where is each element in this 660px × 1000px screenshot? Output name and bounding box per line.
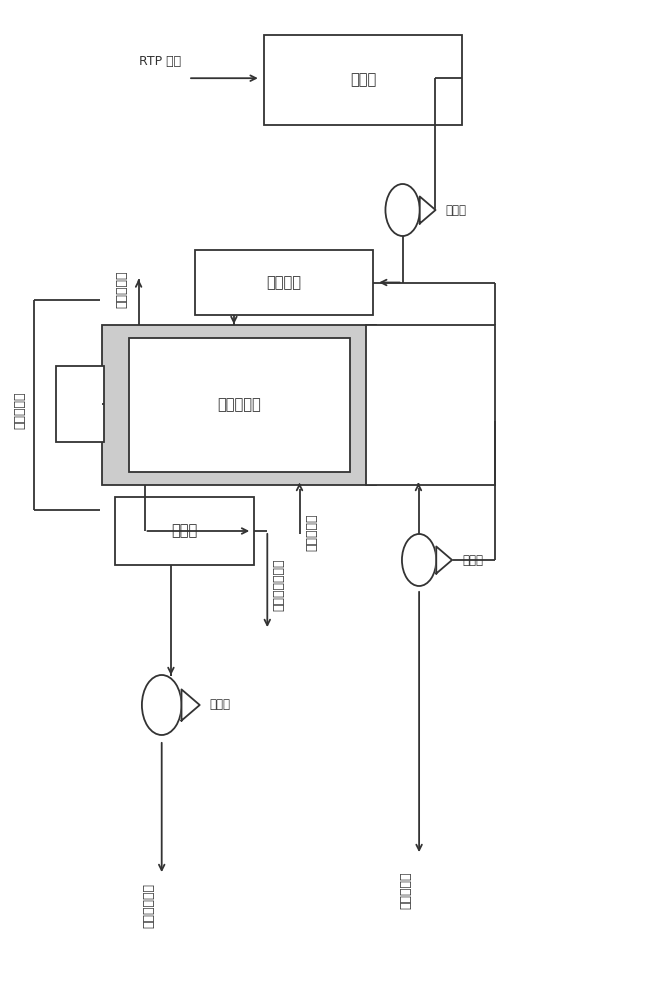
Text: 预加热器: 预加热器 [266, 275, 302, 290]
Text: 热流体输入: 热流体输入 [305, 514, 318, 551]
Bar [129, 338, 350, 472]
Bar [264, 35, 462, 125]
Circle shape [402, 534, 436, 586]
Bar [102, 325, 376, 485]
Text: 真空泵: 真空泵 [210, 698, 230, 712]
Polygon shape [436, 546, 452, 574]
Text: 馈送泵: 馈送泵 [446, 204, 467, 217]
Bar [195, 250, 373, 315]
Text: 馈送筱: 馈送筱 [350, 73, 376, 88]
Bar [115, 497, 254, 565]
Text: 刷膜蕊发器: 刷膜蕊发器 [217, 397, 261, 412]
Text: RTP 液体: RTP 液体 [139, 55, 182, 68]
Text: 冷凝器: 冷凝器 [172, 524, 198, 538]
Text: 轻质有机产品流: 轻质有机产品流 [273, 559, 286, 611]
Text: 产品泵: 产品泵 [462, 554, 483, 566]
Bar [56, 366, 104, 442]
Circle shape [142, 675, 182, 735]
Text: 脱挥发产品: 脱挥发产品 [399, 871, 412, 909]
Bar [366, 325, 495, 485]
Circle shape [385, 184, 420, 236]
Polygon shape [420, 196, 436, 224]
Polygon shape [182, 689, 200, 721]
Text: 热流体输出: 热流体输出 [115, 270, 129, 308]
Text: 挥发性有机体: 挥发性有机体 [142, 882, 155, 928]
Text: 刷膜蕊发器: 刷膜蕊发器 [13, 391, 26, 429]
